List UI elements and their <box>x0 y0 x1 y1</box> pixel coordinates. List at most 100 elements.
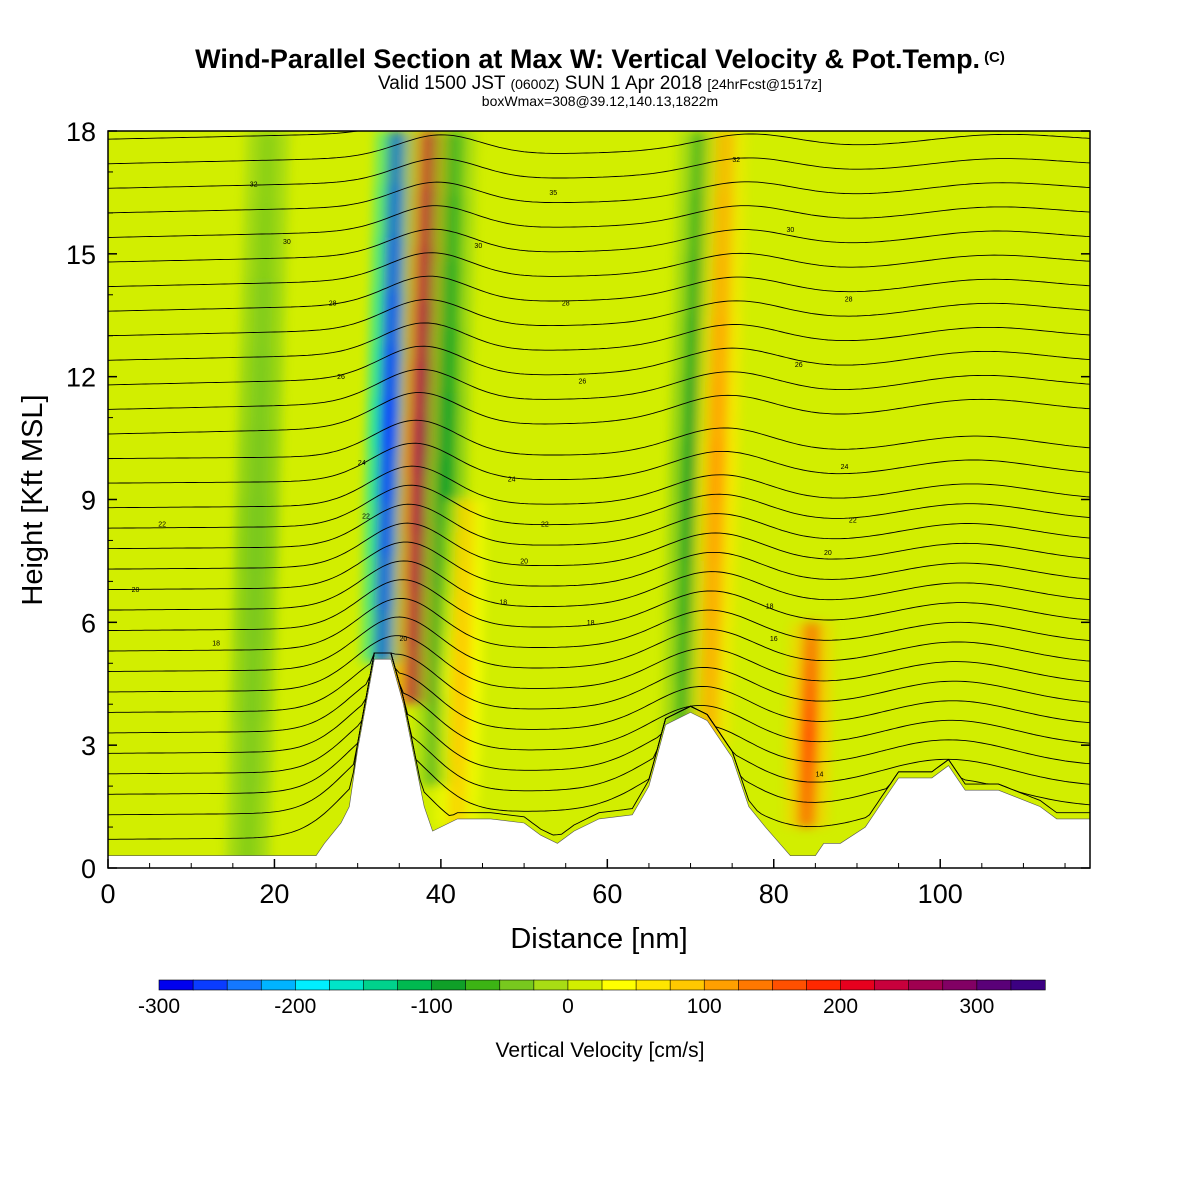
x-tick-label: 20 <box>259 879 289 909</box>
y-tick-label: 18 <box>66 117 96 147</box>
velocity-band-core <box>797 806 816 828</box>
isentrope-line <box>108 133 1090 165</box>
colorbar-swatch <box>397 979 433 991</box>
valid-date: SUN 1 Apr 2018 <box>564 73 703 94</box>
velocity-band-core <box>244 573 265 647</box>
contour-label: 18 <box>499 599 507 606</box>
contour-label: 28 <box>845 296 853 303</box>
contour-label: 24 <box>358 460 366 467</box>
colorbar-swatch <box>703 979 739 991</box>
contour-label: 28 <box>329 300 337 307</box>
contour-label: 20 <box>400 636 408 643</box>
colorbar-swatch <box>158 979 194 991</box>
isentrope-line <box>108 345 1090 386</box>
contour-label: 20 <box>520 558 528 565</box>
velocity-band-core <box>798 765 818 787</box>
colorbar-swatch <box>363 979 399 991</box>
velocity-band-core <box>438 327 460 394</box>
colorbar-swatch <box>601 979 637 991</box>
y-tick-label: 6 <box>81 608 96 638</box>
plot-area: 32 30 28 26 24 22 22 20 18 20 35 30 28 26 24 22 20 18 18 32… <box>108 131 1090 868</box>
contour-label: 14 <box>816 771 824 778</box>
contour-label: 30 <box>283 239 291 246</box>
isentrope-line <box>108 652 1090 734</box>
terrain <box>108 659 1090 868</box>
velocity-band-core <box>250 352 272 426</box>
colorbar-swatch <box>1010 979 1046 991</box>
isentrope-line <box>108 541 1090 591</box>
x-tick-label: 0 <box>100 879 115 909</box>
contour-label: 32 <box>250 182 258 189</box>
contour-label: 26 <box>337 374 345 381</box>
colorbar-swatch <box>465 979 501 991</box>
colorbar-swatch <box>226 979 262 991</box>
isentrope-line <box>108 616 1090 672</box>
contour-label: 16 <box>770 636 778 643</box>
velocity-band-core <box>708 376 729 439</box>
isentrope-line <box>108 652 1090 816</box>
velocity-band-core <box>374 556 395 611</box>
velocity-band-core <box>701 622 722 684</box>
velocity-band-core <box>453 565 474 598</box>
x-axis-label: Distance [nm] <box>510 923 687 955</box>
velocity-band-core <box>706 438 727 500</box>
colorbar-tick-label: 100 <box>687 995 722 1018</box>
y-tick-label: 12 <box>66 363 96 393</box>
isentrope-line <box>108 465 1090 509</box>
velocity-band-core <box>437 393 458 459</box>
colorbar-tick-label: 200 <box>823 995 858 1018</box>
isentrope-line <box>108 392 1090 435</box>
velocity-band-core <box>238 794 259 868</box>
isentrope-line <box>108 484 1090 529</box>
isentrope-line <box>108 503 1090 550</box>
colorbar-label: Vertical Velocity [cm/s] <box>496 1039 705 1062</box>
velocity-band-core <box>454 532 475 566</box>
valid-time: Valid 1500 JST <box>378 73 506 94</box>
colorbar-swatch <box>533 979 569 991</box>
velocity-band-core <box>450 696 470 729</box>
isentrope-line <box>108 299 1090 337</box>
colorbar-swatch <box>942 979 978 991</box>
velocity-band-core <box>254 204 276 279</box>
velocity-band-core <box>801 642 821 664</box>
x-tick-label: 60 <box>592 879 622 909</box>
velocity-field <box>225 131 834 868</box>
isentrope-line <box>108 368 1090 410</box>
velocity-band-core <box>800 683 820 705</box>
isentrope-line <box>108 652 1090 754</box>
velocity-band-core <box>376 503 396 557</box>
colorbar-swatch <box>329 979 365 991</box>
colorbar-swatch <box>806 979 842 991</box>
chart-title-text: Wind-Parallel Section at Max W: Vertical… <box>195 44 981 74</box>
colorbar-swatch <box>567 979 603 991</box>
chart-title: Wind-Parallel Section at Max W: Vertical… <box>0 44 1200 75</box>
copyright-mark: (C) <box>984 49 1005 66</box>
velocity-band-core <box>383 237 404 291</box>
colorbar-swatch <box>738 979 773 991</box>
terrain-outline <box>108 658 1090 856</box>
velocity-band-core <box>384 184 405 238</box>
velocity-band-core <box>248 425 270 500</box>
contour-label: 32 <box>732 157 740 164</box>
isentrope-line <box>108 228 1090 263</box>
x-axis: 0 20 40 60 80 100 <box>100 859 1066 909</box>
x-tick-label: 40 <box>426 879 456 909</box>
isentropes <box>108 131 1090 840</box>
isentrope-line <box>108 652 1090 775</box>
colorbar-tick-label: -200 <box>274 995 316 1018</box>
velocity-band-core <box>252 278 274 353</box>
chart-subtitle: Valid 1500 JST (0600Z) SUN 1 Apr 2018 [2… <box>0 73 1200 95</box>
colorbar-swatch <box>295 979 330 991</box>
velocity-band-core <box>442 196 463 263</box>
colorbar-swatch <box>976 979 1012 991</box>
velocity-band-core <box>711 253 732 316</box>
velocity-band-core <box>256 131 278 205</box>
contour-label: 22 <box>541 522 549 529</box>
velocity-band-core <box>451 663 471 697</box>
colorbar-swatch <box>499 979 535 991</box>
y-axis-label: Height [Kft MSL] <box>17 394 49 605</box>
velocity-band-core <box>242 646 263 721</box>
isentrope-line <box>108 560 1090 611</box>
isentrope-line <box>108 597 1090 652</box>
velocity-band-core <box>240 720 261 795</box>
